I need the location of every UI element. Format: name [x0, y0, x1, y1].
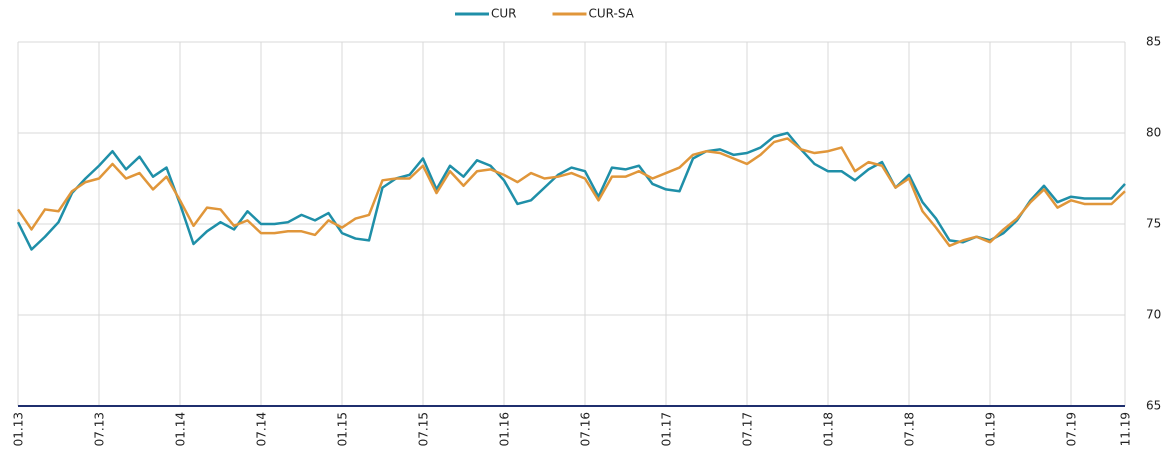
- x-tick-label: 01.13: [12, 412, 26, 446]
- x-tick-label: 01.19: [984, 412, 998, 446]
- y-tick-label: 70: [1146, 308, 1161, 322]
- y-tick-label: 65: [1146, 399, 1161, 413]
- series-line: [16, 137, 1126, 248]
- x-tick-label: 07.14: [255, 412, 269, 446]
- legend-label: CUR-SA: [589, 7, 635, 21]
- x-tick-label: 01.14: [174, 412, 188, 446]
- x-tick-label: 07.13: [93, 412, 107, 446]
- x-tick-label: 07.16: [579, 412, 593, 446]
- y-tick-label: 80: [1146, 126, 1161, 140]
- y-tick-label: 75: [1146, 217, 1161, 231]
- x-tick-label: 01.15: [336, 412, 350, 446]
- x-tick-label: 01.16: [498, 412, 512, 446]
- y-tick-label: 85: [1146, 35, 1161, 49]
- x-tick-label: 01.18: [822, 412, 836, 446]
- x-tick-label: 07.19: [1065, 412, 1079, 446]
- x-tick-label: 01.17: [660, 412, 674, 446]
- x-tick-label: 07.15: [417, 412, 431, 446]
- series-line: [16, 131, 1126, 251]
- x-tick-label: 11.19: [1119, 412, 1133, 446]
- x-tick-label: 07.18: [903, 412, 917, 446]
- legend-label: CUR: [491, 7, 517, 21]
- x-tick-label: 07.17: [741, 412, 755, 446]
